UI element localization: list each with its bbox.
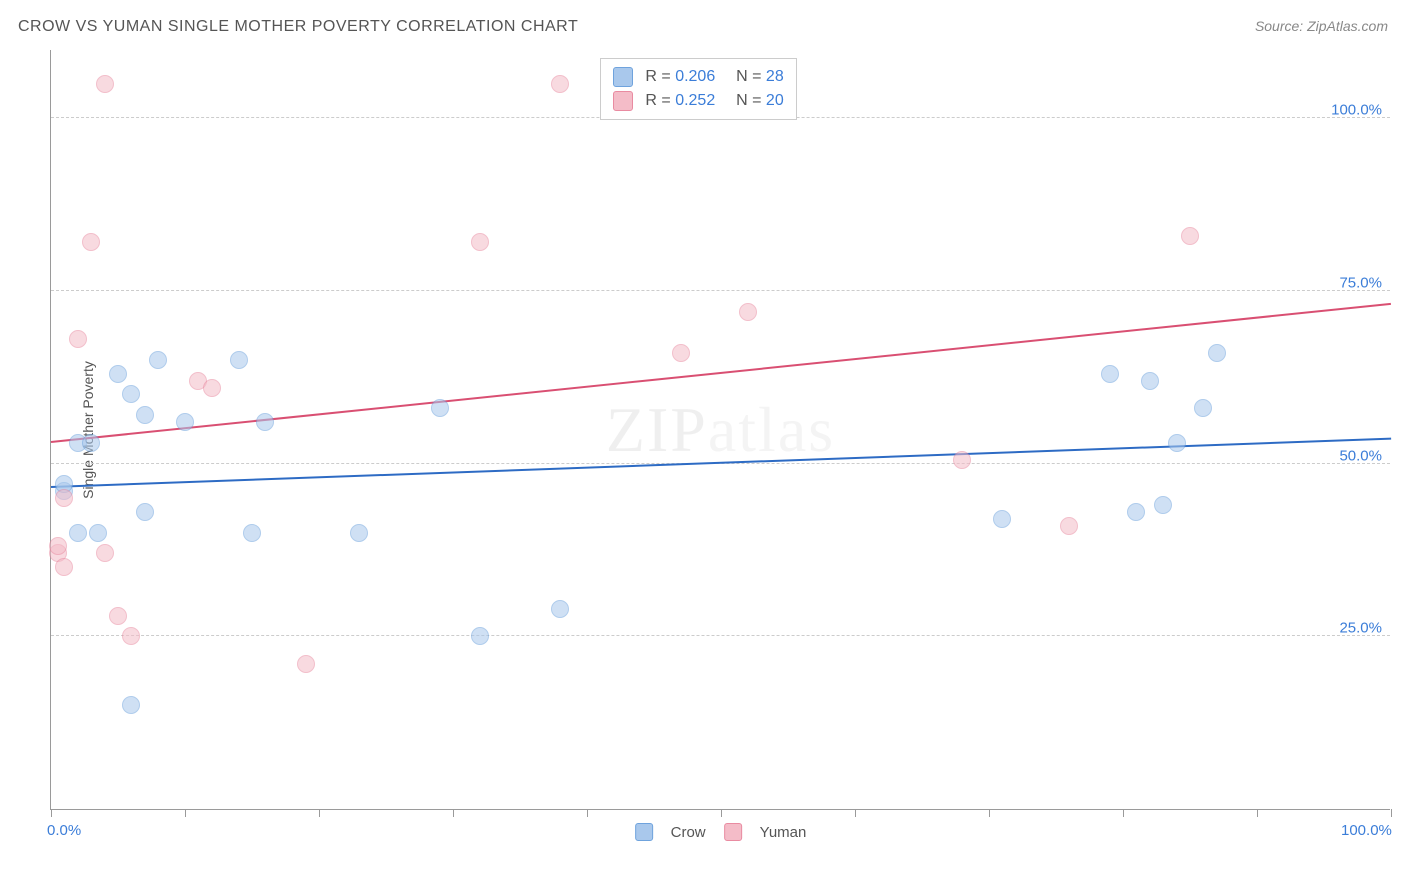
data-point-crow (82, 434, 100, 452)
r-value: R = 0.206 (645, 65, 715, 89)
trend-line-yuman (51, 303, 1391, 443)
data-point-yuman (96, 544, 114, 562)
data-point-crow (243, 524, 261, 542)
data-point-crow (431, 399, 449, 417)
correlation-legend-row: R = 0.206 N = 28 (613, 65, 783, 89)
x-tick (319, 809, 320, 817)
data-point-crow (176, 413, 194, 431)
data-point-yuman (1181, 227, 1199, 245)
legend-swatch (724, 823, 742, 841)
x-tick (51, 809, 52, 817)
gridline-h (51, 635, 1390, 636)
x-tick (989, 809, 990, 817)
x-tick (587, 809, 588, 817)
data-point-crow (350, 524, 368, 542)
data-point-crow (122, 385, 140, 403)
data-point-crow (109, 365, 127, 383)
data-point-crow (149, 351, 167, 369)
x-tick (1391, 809, 1392, 817)
y-tick-label: 100.0% (1331, 102, 1382, 119)
legend-swatch (613, 67, 633, 87)
data-point-yuman (69, 330, 87, 348)
y-tick-label: 50.0% (1339, 447, 1382, 464)
gridline-h (51, 290, 1390, 291)
source-attribution: Source: ZipAtlas.com (1255, 18, 1388, 34)
data-point-yuman (55, 558, 73, 576)
x-tick (1123, 809, 1124, 817)
data-point-crow (1168, 434, 1186, 452)
data-point-yuman (55, 489, 73, 507)
data-point-crow (1154, 496, 1172, 514)
data-point-yuman (49, 537, 67, 555)
data-point-yuman (953, 451, 971, 469)
data-point-crow (551, 600, 569, 618)
series-legend: Crow Yuman (635, 823, 807, 841)
plot-area: Single Mother Poverty ZIPatlas 25.0% 50.0… (50, 50, 1390, 810)
y-axis-label: Single Mother Poverty (80, 361, 96, 499)
data-point-crow (1194, 399, 1212, 417)
correlation-legend-row: R = 0.252 N = 20 (613, 89, 783, 113)
data-point-yuman (672, 344, 690, 362)
data-point-crow (993, 510, 1011, 528)
legend-swatch (635, 823, 653, 841)
r-value: R = 0.252 (645, 89, 715, 113)
data-point-crow (471, 627, 489, 645)
data-point-crow (122, 696, 140, 714)
x-tick (721, 809, 722, 817)
x-tick (185, 809, 186, 817)
data-point-crow (69, 524, 87, 542)
y-tick-label: 25.0% (1339, 620, 1382, 637)
data-point-yuman (1060, 517, 1078, 535)
x-tick-label: 0.0% (47, 822, 81, 839)
data-point-crow (1141, 372, 1159, 390)
data-point-yuman (96, 75, 114, 93)
legend-swatch (613, 91, 633, 111)
data-point-yuman (109, 607, 127, 625)
n-value: N = 28 (727, 65, 783, 89)
data-point-yuman (122, 627, 140, 645)
data-point-yuman (739, 303, 757, 321)
data-point-yuman (297, 655, 315, 673)
data-point-crow (1208, 344, 1226, 362)
data-point-crow (89, 524, 107, 542)
x-tick (453, 809, 454, 817)
correlation-legend: R = 0.206 N = 28R = 0.252 N = 20 (600, 58, 796, 120)
n-value: N = 20 (727, 89, 783, 113)
watermark: ZIPatlas (606, 393, 835, 467)
data-point-yuman (551, 75, 569, 93)
data-point-crow (1127, 503, 1145, 521)
data-point-crow (1101, 365, 1119, 383)
data-point-yuman (471, 233, 489, 251)
x-tick (1257, 809, 1258, 817)
data-point-yuman (203, 379, 221, 397)
data-point-yuman (82, 233, 100, 251)
data-point-crow (136, 406, 154, 424)
x-tick (855, 809, 856, 817)
data-point-crow (136, 503, 154, 521)
legend-label: Crow (671, 824, 706, 841)
x-tick-label: 100.0% (1341, 822, 1392, 839)
legend-label: Yuman (760, 824, 807, 841)
data-point-crow (230, 351, 248, 369)
chart-title: CROW VS YUMAN SINGLE MOTHER POVERTY CORR… (18, 18, 578, 36)
y-tick-label: 75.0% (1339, 274, 1382, 291)
data-point-crow (256, 413, 274, 431)
